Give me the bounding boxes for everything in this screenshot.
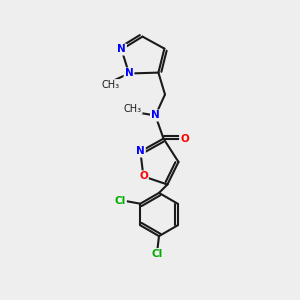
Text: CH₃: CH₃ [124, 104, 142, 114]
Text: N: N [117, 44, 126, 55]
Text: N: N [151, 110, 160, 121]
Text: Cl: Cl [152, 249, 163, 259]
Text: O: O [139, 171, 148, 182]
Text: Cl: Cl [115, 196, 126, 206]
Text: N: N [136, 146, 145, 157]
Text: CH₃: CH₃ [102, 80, 120, 90]
Text: N: N [124, 68, 134, 79]
Text: O: O [180, 134, 189, 144]
